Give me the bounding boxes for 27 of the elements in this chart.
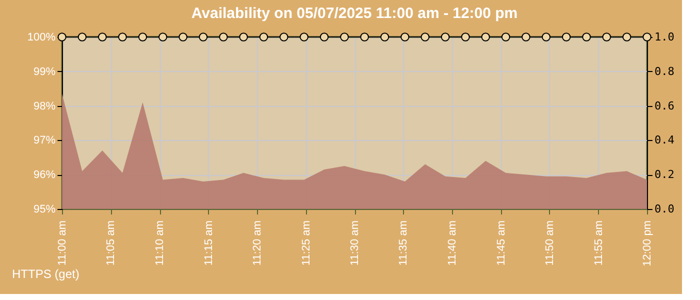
x-tick-label: 11:20 am bbox=[251, 220, 264, 266]
x-tick-label: 11:00 am bbox=[56, 220, 68, 266]
y-tick-label: 95% bbox=[33, 204, 56, 216]
x-tick-label: 11:25 am bbox=[300, 220, 312, 266]
y-tick-label: 96% bbox=[33, 169, 56, 182]
y-tick-label: 97% bbox=[33, 134, 56, 147]
x-tick-label: 11:45 am bbox=[495, 220, 508, 266]
text: HTTPS (get) bbox=[12, 267, 80, 281]
x-tick-label: 11:10 am bbox=[154, 220, 166, 266]
x-tick-label: 11:35 am bbox=[398, 220, 410, 266]
y-tick-label: 100% bbox=[27, 32, 56, 44]
y2-tick-label: 0.2 bbox=[654, 168, 674, 182]
y-tick-label: 98% bbox=[33, 100, 56, 112]
y2-tick-label: 1.0 bbox=[654, 30, 674, 44]
y2-tick-label: 0.0 bbox=[654, 202, 674, 216]
y2-tick-label: 0.4 bbox=[654, 134, 675, 147]
x-tick-label: 11:55 am bbox=[592, 220, 605, 266]
x-tick-label: 12:00 pm bbox=[642, 220, 654, 266]
y2-tick-label: 0.6 bbox=[654, 99, 674, 112]
y2-tick-label: 0.8 bbox=[654, 64, 674, 78]
x-tick-label: 11:50 am bbox=[544, 220, 556, 266]
x-tick-label: 11:40 am bbox=[446, 220, 459, 266]
x-tick-label: 11:05 am bbox=[105, 220, 118, 266]
x-tick-label: 11:15 am bbox=[202, 220, 215, 266]
chart-title: Availability on 05/07/2025 11:00 am - 12:00 pm bbox=[191, 5, 518, 22]
x-tick-label: 11:30 am bbox=[349, 220, 361, 266]
y-tick-label: 99% bbox=[33, 66, 56, 78]
